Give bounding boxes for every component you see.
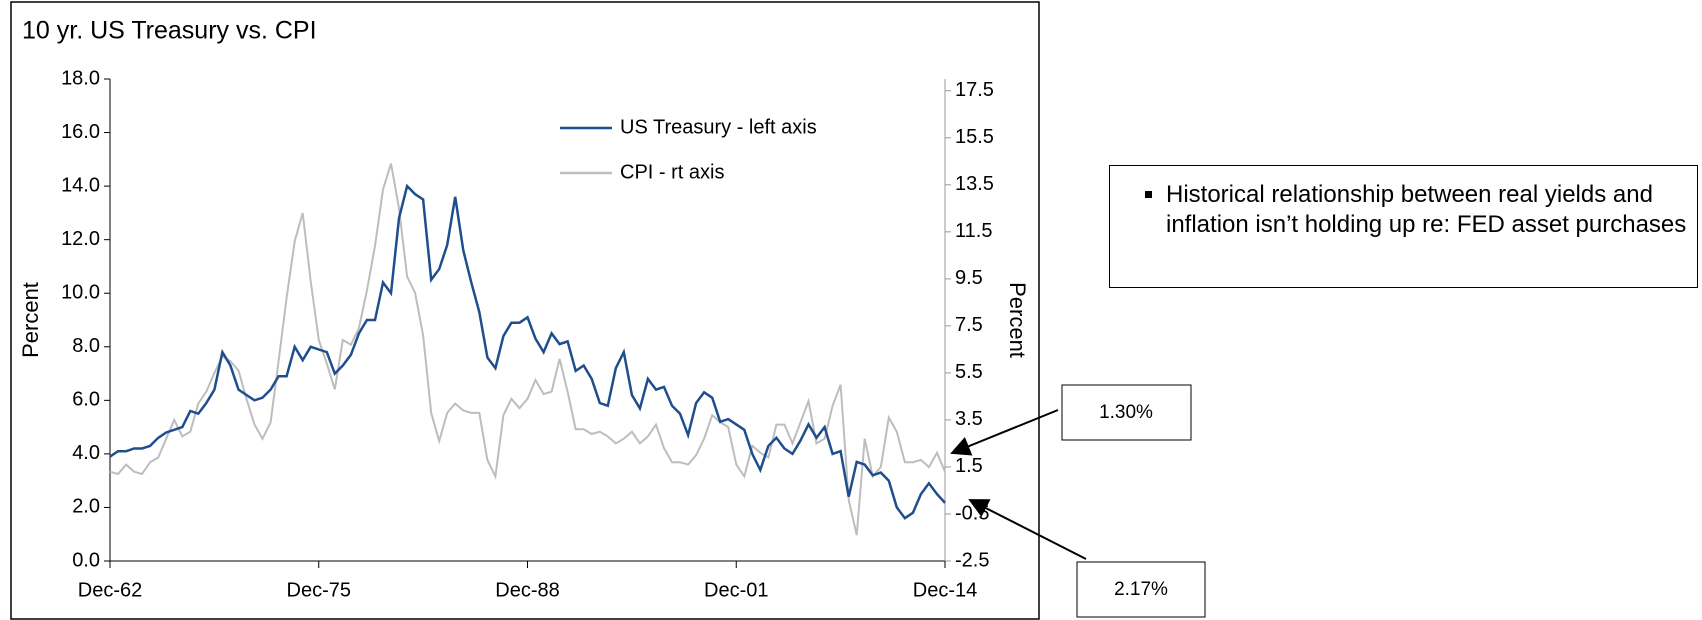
y2-tick-label: -0.5 — [955, 502, 989, 524]
y-tick-label: 6.0 — [72, 389, 100, 411]
arrow — [968, 499, 1087, 560]
series-line — [109, 163, 946, 536]
y2-tick-label: 3.5 — [955, 408, 983, 430]
arrow — [950, 409, 1059, 456]
x-tick-label: Dec-01 — [704, 579, 768, 601]
chart-title: 10 yr. US Treasury vs. CPI — [22, 17, 317, 45]
y-axis-title: Percent — [18, 282, 43, 358]
y-tick-label: 12.0 — [61, 228, 100, 250]
y2-axis-title: Percent — [1005, 282, 1030, 358]
y2-tick-label: 7.5 — [955, 314, 983, 336]
chart-frame — [10, 1, 1040, 620]
y-tick-label: 2.0 — [72, 496, 100, 518]
x-tick-label: Dec-62 — [78, 579, 142, 601]
x-tick-label: Dec-88 — [495, 579, 559, 601]
text-box: Historical relationship between real yie… — [1109, 165, 1698, 288]
annotation: 1.30% — [1099, 402, 1153, 423]
y-tick-label: 16.0 — [61, 121, 100, 143]
y-tick-label: 8.0 — [72, 335, 100, 357]
y-tick-label: 18.0 — [61, 67, 100, 89]
y2-tick-label: 13.5 — [955, 173, 994, 195]
annotation-box — [1061, 384, 1192, 441]
legend-label: CPI - rt axis — [620, 161, 724, 183]
series-line — [109, 183, 946, 520]
y2-tick-label: 17.5 — [955, 79, 994, 101]
y2-tick-label: 9.5 — [955, 267, 983, 289]
annotation: 2.17% — [1114, 579, 1168, 600]
annotation-box — [1076, 561, 1206, 618]
legend-label: US Treasury - left axis — [620, 116, 817, 138]
y2-tick-label: 1.5 — [955, 455, 983, 477]
y-tick-label: 4.0 — [72, 442, 100, 464]
y-tick-label: 10.0 — [61, 282, 100, 304]
x-tick-label: Dec-14 — [913, 579, 977, 601]
y2-tick-label: 11.5 — [955, 220, 992, 242]
x-tick-label: Dec-75 — [287, 579, 351, 601]
y2-tick-label: 15.5 — [955, 126, 994, 148]
y2-tick-label: -2.5 — [955, 549, 989, 571]
y-tick-label: 0.0 — [72, 549, 100, 571]
note-text: Historical relationship between real yie… — [1166, 180, 1687, 240]
y-tick-label: 14.0 — [61, 174, 100, 196]
y2-tick-label: 5.5 — [955, 361, 983, 383]
